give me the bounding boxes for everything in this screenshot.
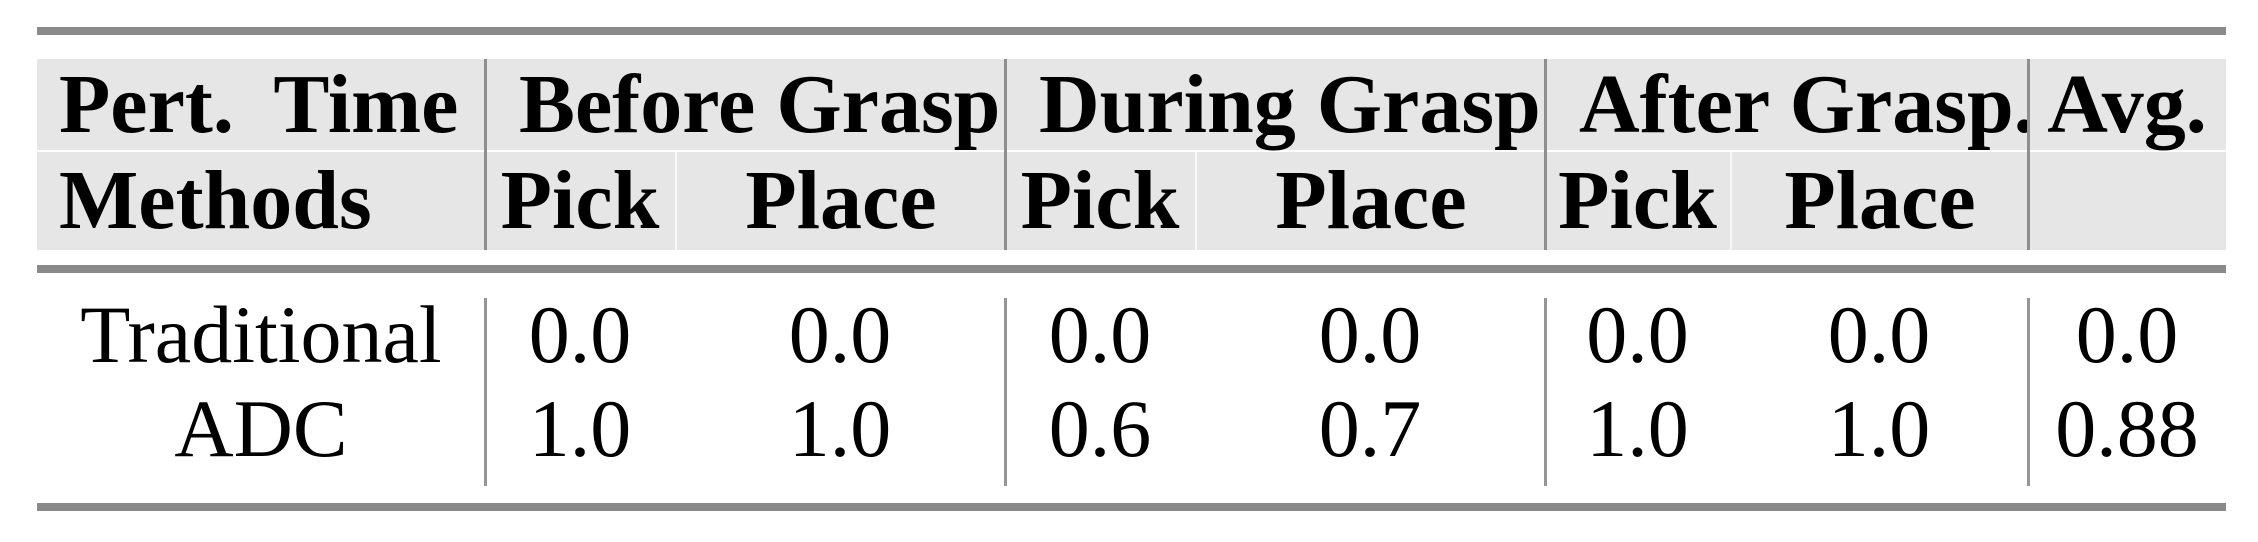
row-traditional-method: Traditional: [80, 289, 442, 380]
row-adc-before-pick: 1.0: [528, 383, 632, 474]
divider-before-during-header: [1004, 59, 1007, 250]
row-traditional-during-place: 0.0: [1318, 289, 1422, 380]
row-adc-during-pick: 0.6: [1048, 383, 1152, 474]
divider-before-during-body: [1004, 298, 1007, 486]
header-group-before: Before Grasp.: [485, 59, 1021, 150]
row-adc-before-place: 1.0: [788, 383, 892, 474]
header-before-place: Place: [675, 152, 1005, 250]
row-adc-after-pick: 1.0: [1586, 383, 1689, 474]
header-during-pick: Pick: [1005, 152, 1195, 250]
divider-during-after-header: [1544, 59, 1547, 250]
row-adc-during-place: 0.7: [1318, 383, 1422, 474]
header-group-after: After Grasp.: [1545, 59, 2035, 150]
divider-during-after-body: [1544, 298, 1547, 486]
header-before-pick: Pick: [485, 152, 675, 250]
header-after-place: Place: [1730, 152, 2028, 250]
header-group-during: During Grasp.: [1005, 59, 1562, 150]
table-mid-rule: [37, 265, 2226, 273]
row-traditional-after-pick: 0.0: [1586, 289, 1689, 380]
divider-methods-before-body: [484, 298, 487, 486]
row-traditional-after-place: 0.0: [1827, 289, 1931, 380]
row-traditional-before-place: 0.0: [788, 289, 892, 380]
row-traditional-avg: 0.0: [2075, 289, 2179, 380]
divider-methods-before-header: [484, 59, 487, 250]
table-bottom-rule: [37, 503, 2226, 511]
row-adc-avg: 0.88: [2055, 383, 2199, 474]
header-after-pick: Pick: [1545, 152, 1730, 250]
row-adc-after-place: 1.0: [1827, 383, 1931, 474]
header-during-place: Place: [1195, 152, 1545, 250]
header-avg-empty-cell: [2028, 152, 2226, 250]
table-body: Traditional 0.0 0.0 0.0 0.0 0.0 0.0 0.0 …: [37, 288, 2226, 476]
divider-after-avg-body: [2027, 298, 2030, 486]
row-traditional-before-pick: 0.0: [528, 289, 632, 380]
header-pert-time: Pert. Time: [37, 59, 485, 150]
divider-after-avg-header: [2027, 59, 2030, 250]
header-methods: Methods: [37, 152, 485, 250]
table-top-rule: [37, 27, 2226, 35]
table-header: Pert. Time Before Grasp. During Grasp. A…: [37, 59, 2226, 250]
header-avg: Avg.: [2028, 59, 2226, 150]
row-traditional-during-pick: 0.0: [1048, 289, 1152, 380]
row-adc-method: ADC: [174, 383, 348, 474]
